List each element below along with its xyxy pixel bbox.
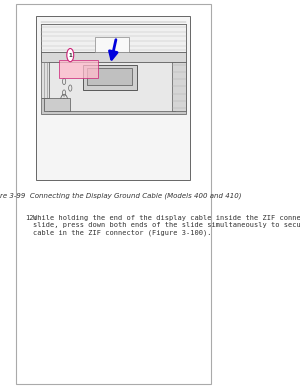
Polygon shape: [49, 62, 175, 111]
Text: 12.: 12.: [25, 215, 38, 221]
Polygon shape: [95, 37, 129, 52]
Polygon shape: [172, 62, 186, 111]
Polygon shape: [82, 65, 136, 90]
Bar: [36, 16, 190, 180]
Polygon shape: [44, 98, 70, 111]
Polygon shape: [41, 24, 186, 98]
Polygon shape: [41, 24, 186, 52]
Text: 1: 1: [68, 53, 72, 57]
Polygon shape: [41, 52, 186, 62]
Polygon shape: [41, 98, 186, 114]
Text: While holding the end of the display cable inside the ZIF connector
slide, press: While holding the end of the display cab…: [33, 215, 300, 236]
Text: Figure 3-99  Connecting the Display Ground Cable (Models 400 and 410): Figure 3-99 Connecting the Display Groun…: [0, 192, 242, 199]
Circle shape: [67, 48, 74, 62]
Polygon shape: [87, 68, 132, 85]
Polygon shape: [59, 60, 98, 78]
